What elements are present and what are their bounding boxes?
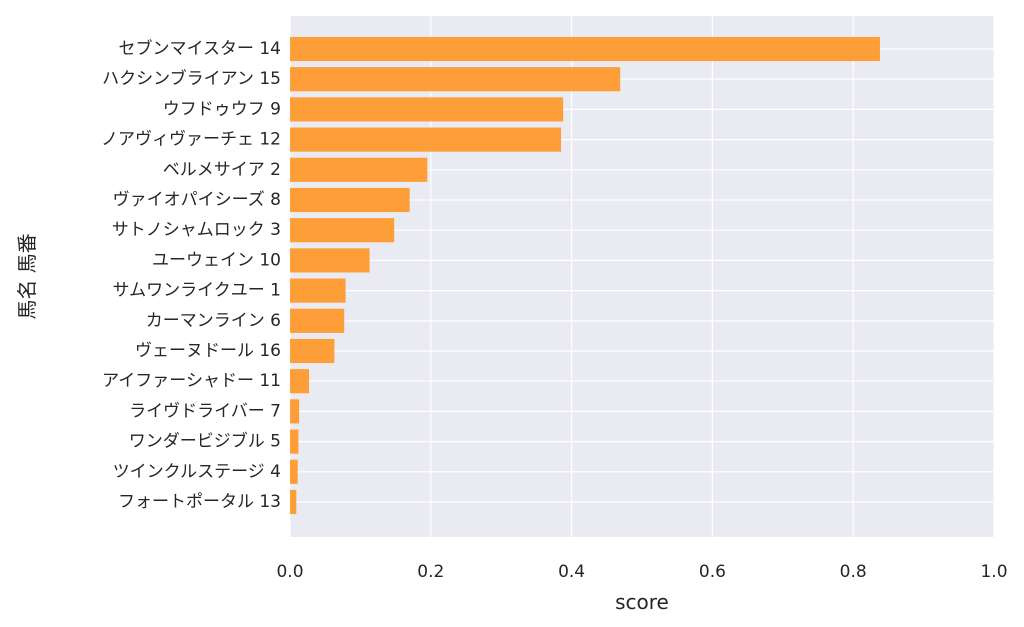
bar bbox=[290, 308, 345, 333]
bar bbox=[290, 278, 346, 303]
y-tick-label: ヴァイオパイシーズ 8 bbox=[113, 190, 281, 210]
bar bbox=[290, 459, 298, 484]
bar bbox=[290, 369, 310, 394]
bar bbox=[290, 36, 880, 62]
bar bbox=[290, 127, 562, 152]
y-tick-label: ツインクルステージ 4 bbox=[113, 462, 281, 482]
y-tick-label: フォートポータル 13 bbox=[118, 492, 281, 512]
y-tick-label: ライヴドライバー 7 bbox=[129, 401, 281, 421]
y-tick-label: ワンダービジブル 5 bbox=[129, 431, 281, 452]
y-tick-label: ヴェーヌドール 16 bbox=[135, 341, 281, 361]
bar bbox=[290, 338, 335, 364]
y-tick-label: ウフドゥウフ 9 bbox=[163, 99, 281, 119]
bar bbox=[290, 399, 300, 424]
y-tick-label: サムワンライクユー 1 bbox=[112, 281, 281, 301]
x-tick-labels: 0.0 0.2 0.4 0.6 0.8 1.0 bbox=[276, 562, 1007, 582]
bar bbox=[290, 187, 410, 213]
y-tick-label: アイファーシャドー 11 bbox=[102, 371, 281, 391]
bar bbox=[290, 97, 564, 122]
bar bbox=[290, 489, 297, 515]
y-tick-label: サトノシャムロック 3 bbox=[112, 220, 281, 240]
plot-background bbox=[290, 16, 994, 537]
bars bbox=[290, 36, 880, 515]
x-tick-label: 0.0 bbox=[276, 562, 303, 582]
y-tick-labels: セブンマイスター 14 ハクシンブライアン 15 ウフドゥウフ 9 ノアヴィヴァーチェ… bbox=[101, 38, 281, 512]
x-tick-label: 0.2 bbox=[417, 562, 444, 582]
bar bbox=[290, 429, 299, 454]
y-axis-label: 馬名 馬番 bbox=[15, 233, 39, 319]
y-tick-label: ユーウェイン 10 bbox=[152, 250, 281, 270]
y-tick-label: カーマンライン 6 bbox=[146, 311, 281, 331]
y-tick-label: ハクシンブライアン 15 bbox=[102, 68, 281, 89]
x-tick-label: 0.6 bbox=[699, 562, 726, 582]
y-tick-label: セブンマイスター 14 bbox=[118, 38, 281, 59]
x-axis-label: score bbox=[615, 590, 669, 614]
bar bbox=[290, 67, 621, 92]
y-tick-label: ノアヴィヴァーチェ 12 bbox=[101, 130, 281, 150]
bar bbox=[290, 248, 370, 273]
x-tick-label: 1.0 bbox=[980, 562, 1007, 582]
y-tick-label: ベルメサイア 2 bbox=[163, 160, 281, 180]
bar bbox=[290, 218, 395, 243]
x-tick-label: 0.4 bbox=[558, 562, 585, 582]
x-tick-label: 0.8 bbox=[840, 562, 867, 582]
bar bbox=[290, 157, 428, 182]
